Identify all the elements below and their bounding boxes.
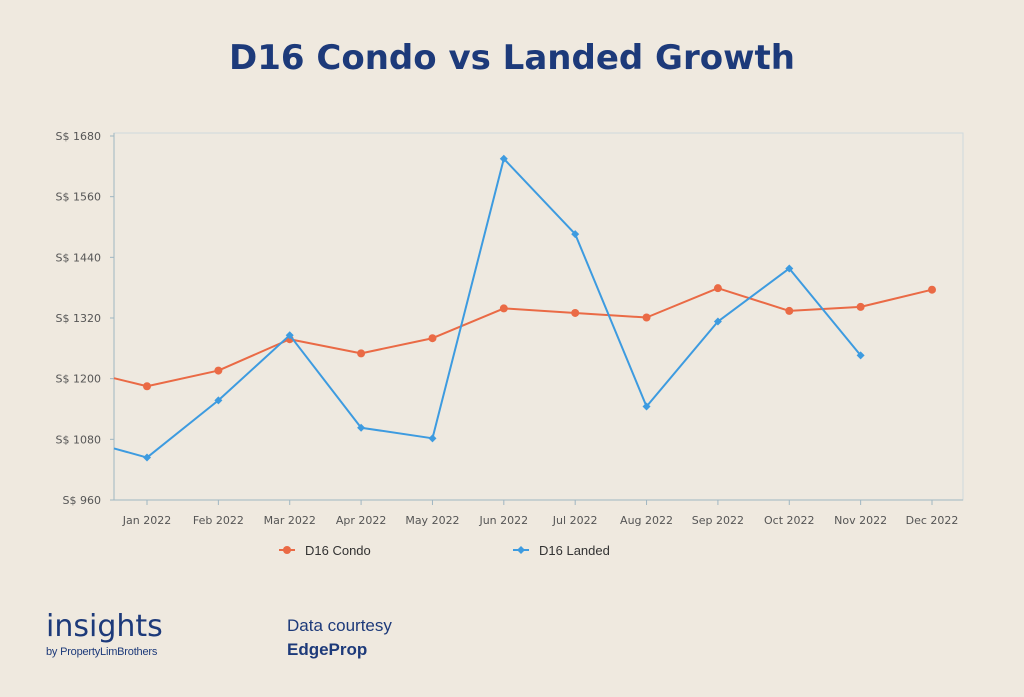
data-point [143, 382, 151, 391]
x-tick-label: Aug 2022 [620, 514, 673, 527]
data-point [785, 306, 794, 315]
x-tick-label: Jun 2022 [478, 514, 528, 527]
data-point [642, 313, 651, 322]
chart-title: D16 Condo vs Landed Growth [229, 38, 795, 78]
plot-area [113, 132, 964, 501]
x-tick-label: Feb 2022 [193, 514, 244, 527]
data-point [428, 334, 437, 343]
legend-label: D16 Landed [539, 543, 610, 558]
data-point [928, 285, 936, 294]
data-point [285, 331, 294, 340]
legend-marker [283, 546, 291, 554]
series-line-landed [113, 157, 862, 459]
data-point [357, 349, 366, 358]
y-tick-label: S$ 1680 [56, 130, 101, 143]
brand-name: insights [46, 609, 163, 644]
x-tick-label: Mar 2022 [264, 514, 316, 527]
x-tick-label: Jan 2022 [122, 514, 171, 527]
data-credit: Data courtesy EdgeProp [287, 616, 392, 660]
x-tick-label: Jul 2022 [552, 514, 598, 527]
brand-logo: insights by PropertyLimBrothers [46, 609, 163, 659]
data-point [571, 230, 580, 239]
data-point [357, 423, 366, 432]
data-point [785, 264, 794, 273]
legend-marker [517, 546, 525, 554]
data-point [428, 434, 437, 443]
y-tick-label: S$ 1560 [56, 191, 101, 204]
x-tick-label: Dec 2022 [906, 514, 959, 527]
x-tick-label: Oct 2022 [764, 514, 815, 527]
brand-tagline: by PropertyLimBrothers [46, 646, 158, 658]
x-tick-label: Apr 2022 [336, 514, 387, 527]
data-point [856, 302, 865, 311]
data-point [856, 351, 865, 360]
data-point [214, 366, 223, 375]
y-tick-label: S$ 1440 [56, 251, 101, 264]
data-point [499, 154, 508, 163]
data-point [143, 453, 151, 462]
x-tick-label: Nov 2022 [834, 514, 887, 527]
data-point [499, 304, 508, 313]
legend-label: D16 Condo [305, 543, 371, 558]
x-tick-label: Sep 2022 [692, 514, 744, 527]
y-tick-label: S$ 1200 [56, 373, 101, 386]
data-point [642, 402, 651, 411]
credit-label: Data courtesy [287, 616, 392, 635]
data-point [713, 317, 722, 326]
data-point [713, 284, 722, 293]
y-tick-label: S$ 960 [63, 494, 101, 507]
y-tick-label: S$ 1080 [56, 433, 101, 446]
x-tick-label: May 2022 [405, 514, 459, 527]
y-tick-label: S$ 1320 [56, 312, 101, 325]
data-point [214, 396, 223, 405]
data-point [571, 308, 580, 317]
credit-source: EdgeProp [287, 640, 368, 659]
